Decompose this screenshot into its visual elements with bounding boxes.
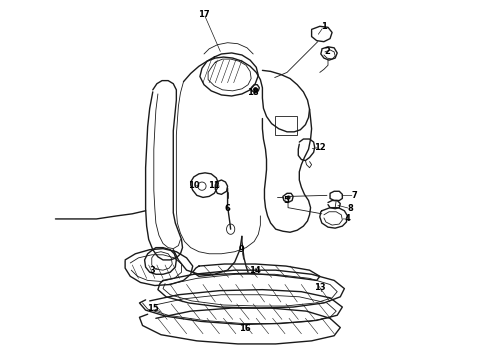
Text: 11: 11 bbox=[208, 181, 220, 190]
Text: 8: 8 bbox=[348, 204, 353, 213]
Text: 2: 2 bbox=[324, 48, 330, 57]
Text: 3: 3 bbox=[150, 266, 156, 275]
Text: 16: 16 bbox=[239, 324, 251, 333]
Bar bbox=[275, 117, 297, 135]
Text: 10: 10 bbox=[188, 181, 199, 190]
Text: 17: 17 bbox=[198, 9, 210, 18]
Text: 9: 9 bbox=[239, 245, 245, 254]
Text: 5: 5 bbox=[283, 196, 289, 205]
Text: 1: 1 bbox=[321, 22, 327, 31]
Text: 12: 12 bbox=[314, 143, 326, 152]
Text: 4: 4 bbox=[344, 215, 350, 224]
Text: 15: 15 bbox=[147, 303, 159, 312]
Text: 18: 18 bbox=[247, 89, 259, 98]
Text: 6: 6 bbox=[224, 204, 230, 213]
Text: 14: 14 bbox=[249, 266, 261, 275]
Text: 7: 7 bbox=[352, 191, 358, 200]
Text: 13: 13 bbox=[314, 283, 326, 292]
